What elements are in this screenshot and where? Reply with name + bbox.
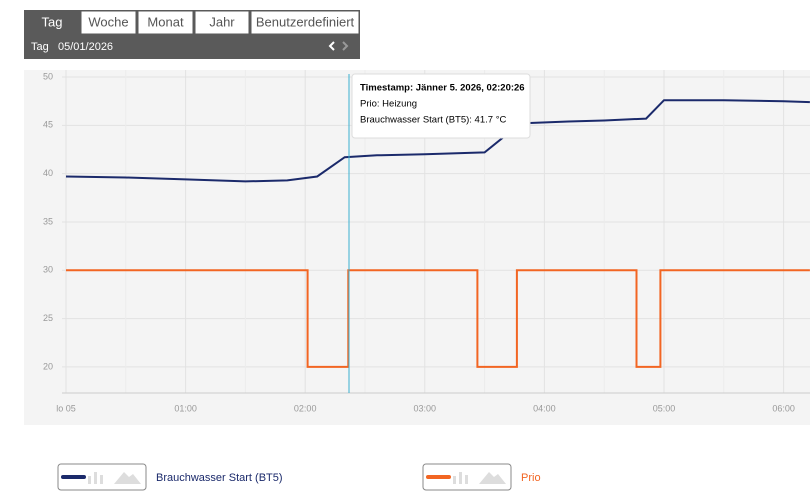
- tab-label[interactable]: Tag: [42, 14, 63, 29]
- series-line: [66, 269, 810, 368]
- x-tick-label: 04:00: [533, 403, 556, 413]
- y-tick-label: 50: [43, 71, 53, 81]
- next-button[interactable]: [342, 41, 349, 51]
- legend-icon: [88, 472, 141, 484]
- date[interactable]: 05/01/2026: [58, 41, 113, 53]
- y-tick-label: 40: [43, 168, 53, 178]
- tab[interactable]: [80, 10, 137, 35]
- tab[interactable]: [24, 10, 80, 35]
- x-tick-label: 02:00: [294, 403, 317, 413]
- y-tick-label: 25: [43, 313, 53, 323]
- x-tick-label: 06:00: [772, 403, 795, 413]
- tab[interactable]: [137, 10, 194, 35]
- x-tick-label: 05:00: [653, 403, 676, 413]
- tab-label[interactable]: Monat: [147, 14, 184, 29]
- tab-label[interactable]: Woche: [88, 14, 128, 29]
- legend: Brauchwasser Start (BT5) Prio: [57, 463, 541, 491]
- y-tick-label: 30: [43, 265, 53, 275]
- tab[interactable]: [194, 10, 250, 35]
- tooltip-line: Prio: Heizung: [360, 99, 417, 110]
- tooltip: [351, 73, 531, 139]
- series-line: [65, 99, 810, 183]
- legend-label[interactable]: Brauchwasser Start (BT5): [156, 472, 283, 484]
- legend-icon: [453, 472, 506, 484]
- tab-label[interactable]: Benutzerdefiniert: [256, 14, 355, 29]
- tab-label[interactable]: Jahr: [209, 14, 235, 29]
- y-tick-label: 20: [43, 361, 53, 371]
- tab[interactable]: [250, 10, 360, 35]
- x-tick-label: lo 05: [56, 403, 76, 413]
- x-tick-label: 01:00: [174, 403, 197, 413]
- x-tick-label: 03:00: [414, 403, 437, 413]
- tooltip-line: Timestamp: Jänner 5. 2026, 02:20:26: [360, 83, 525, 94]
- tabs: Tag Woche Monat Jahr Benutzerdefiniert: [24, 10, 360, 35]
- y-tick-label: 35: [43, 216, 53, 226]
- y-tick-label: 45: [43, 120, 53, 130]
- legend-label[interactable]: Prio: [521, 472, 541, 484]
- tooltip-line: Brauchwasser Start (BT5): 41.7 °C: [360, 115, 506, 126]
- period-label: Tag: [31, 41, 49, 53]
- prev-button[interactable]: [328, 41, 335, 51]
